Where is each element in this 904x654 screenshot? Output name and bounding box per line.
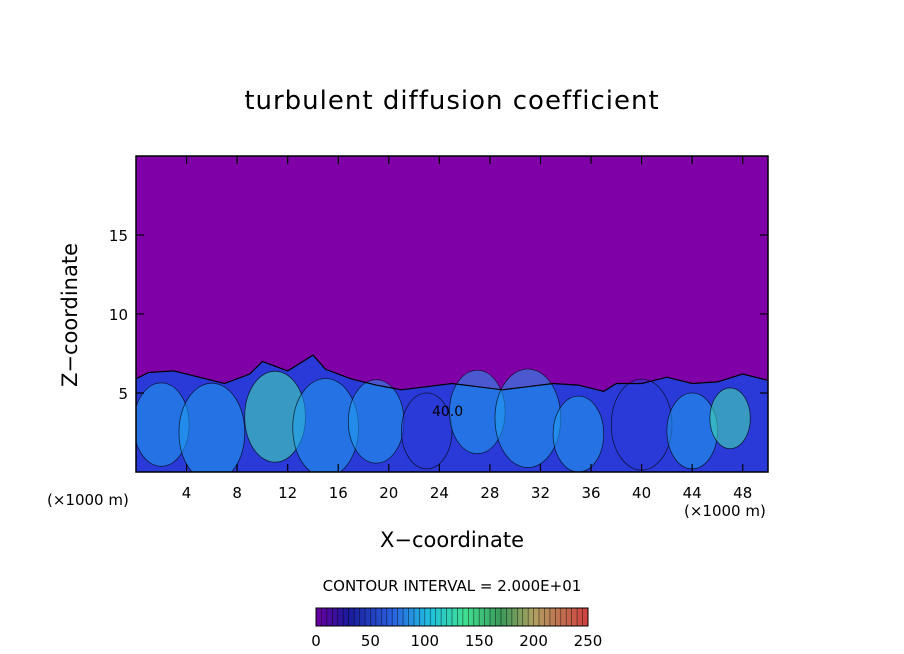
x-tick-label: 8 [232,484,242,502]
eddy-features [136,368,751,472]
x-tick-label: 44 [683,484,702,502]
y-tick-label: 15 [109,227,128,245]
x-tick-label: 32 [531,484,550,502]
x-tick-label: 4 [182,484,192,502]
x-tick-label: 40 [632,484,651,502]
eddy [178,382,246,472]
contour-interval-text: CONTOUR INTERVAL = 2.000E+01 [322,577,582,595]
x-tick-label: 16 [329,484,348,502]
colorbar-tick-label: 0 [311,632,321,650]
colorbar-contour-lines [321,608,583,626]
contour-value-label: 40.0 [432,404,463,420]
x-tick-label: 24 [430,484,449,502]
colorbar-tick-label: 200 [519,632,548,650]
x-tick-label: 20 [379,484,398,502]
eddy [610,378,673,471]
x-tick-label: 12 [278,484,297,502]
y-tick-label: 10 [109,306,128,324]
colorbar-tick-label: 150 [465,632,494,650]
eddy [709,387,751,450]
colorbar-tick-label: 100 [410,632,439,650]
eddy [552,395,605,472]
x-axis-label: X−coordinate [380,528,524,552]
colorbar-tick-label: 250 [574,632,603,650]
colorbar-tick-label: 50 [361,632,380,650]
heatmap-field: 40.0 [136,156,768,472]
y-ticks: 5 10 15 [109,227,768,403]
colorbar: 0 50 100 150 200 250 [311,607,602,650]
x-axis-unit-right: (×1000 m) [684,502,766,520]
eddy [666,392,718,470]
x-tick-label: 28 [480,484,499,502]
eddy [347,379,405,464]
x-tick-label: 48 [733,484,752,502]
x-tick-label: 36 [581,484,600,502]
chart-title: turbulent diffusion coefficient [244,86,660,116]
colorbar-tick-labels: 0 50 100 150 200 250 [311,632,602,650]
y-tick-label: 5 [118,385,128,403]
x-axis-unit-left: (×1000 m) [47,491,129,509]
x-ticks: 4 8 12 16 20 24 28 32 36 40 44 48 [182,156,752,502]
boundary-layer-contour [136,354,768,393]
